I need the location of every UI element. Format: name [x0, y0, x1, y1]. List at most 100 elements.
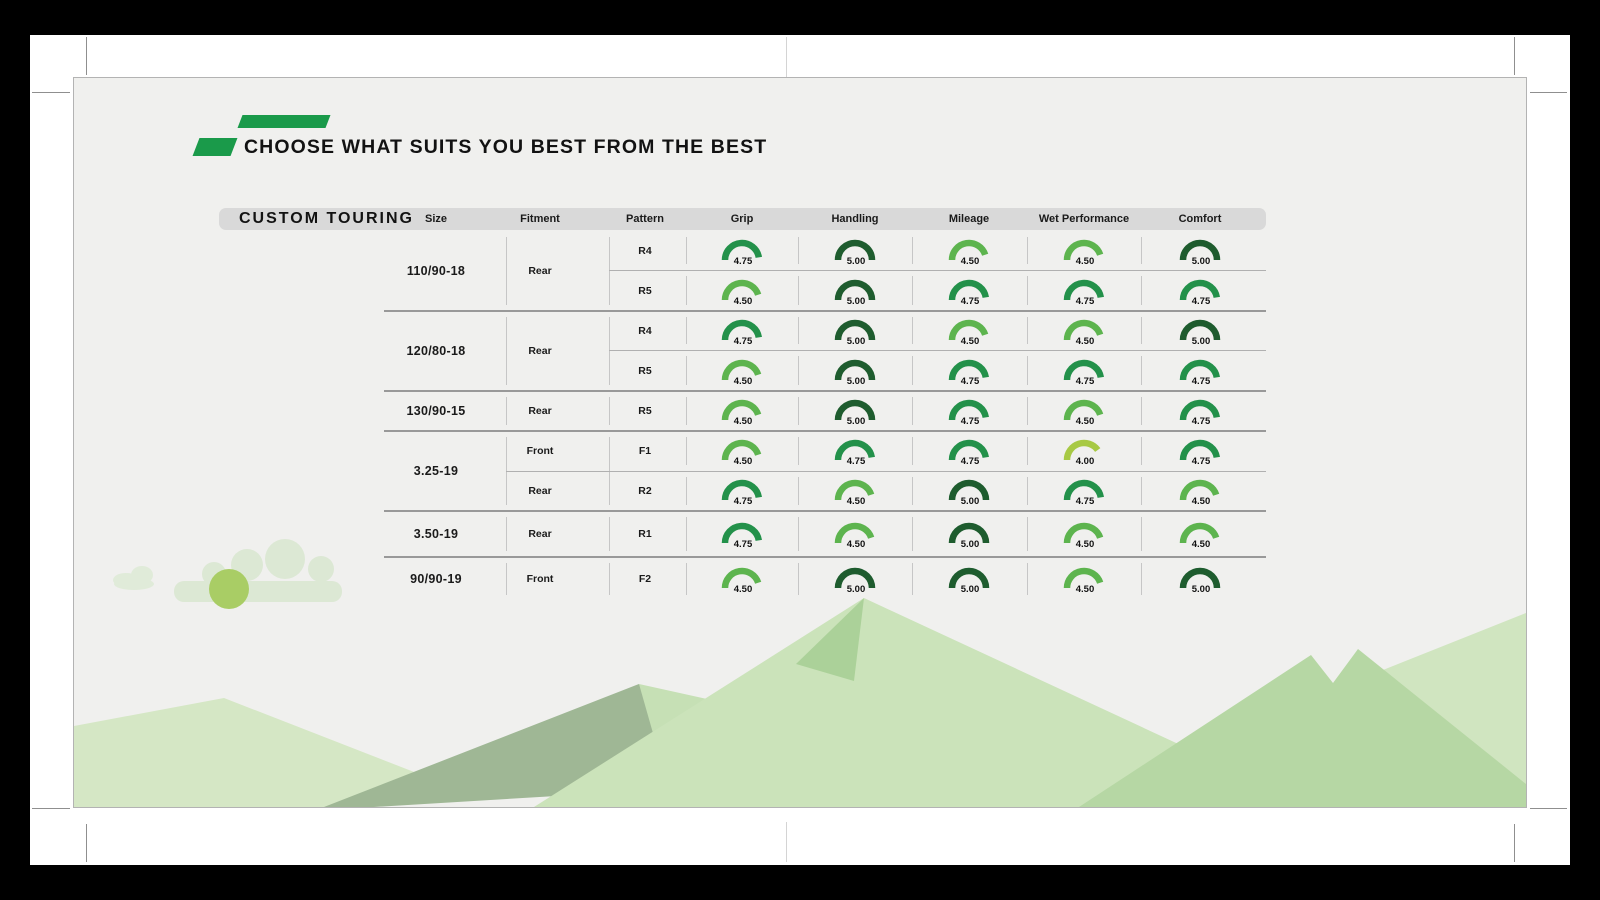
column-divider [1027, 397, 1028, 425]
gauge-handling: 5.00 [831, 395, 879, 427]
crop-mark [32, 92, 70, 93]
gauge-value: 4.75 [734, 496, 753, 506]
fitment-label: Front [526, 445, 554, 457]
gauge-value: 5.00 [847, 584, 866, 594]
gauge-comfort: 4.75 [1176, 435, 1224, 467]
brand-stripe-icon [237, 115, 331, 128]
column-divider [609, 237, 610, 305]
gauge-grip: 4.50 [718, 275, 766, 307]
column-divider [1141, 237, 1142, 264]
column-divider [1141, 517, 1142, 551]
gauge-arc-icon: 4.50 [721, 399, 762, 427]
column-header-comfort: Comfort [1178, 213, 1222, 225]
gauge-value: 5.00 [961, 584, 980, 594]
gauge-arc-icon: 4.50 [1063, 399, 1104, 427]
gauge-grip: 4.50 [718, 395, 766, 427]
gauge-mileage: 4.75 [945, 355, 993, 387]
column-divider [686, 437, 687, 465]
size-label: 90/90-19 [410, 572, 462, 586]
pattern-label: R5 [638, 284, 652, 297]
gauge-arc-icon: 5.00 [834, 319, 876, 347]
gauge-wet-performance: 4.75 [1060, 355, 1108, 387]
column-divider [686, 563, 687, 595]
column-divider [912, 437, 913, 465]
gauge-value: 4.50 [1192, 496, 1211, 506]
gauge-value: 4.50 [961, 336, 980, 346]
gauge-mileage: 4.75 [945, 435, 993, 467]
size-label: 3.50-19 [413, 527, 459, 541]
gauge-arc-icon: 5.00 [834, 359, 876, 387]
column-divider [1141, 356, 1142, 385]
column-divider [912, 517, 913, 551]
gauge-arc-icon: 4.75 [834, 439, 875, 467]
column-divider [686, 356, 687, 385]
gauge-arc-icon: 4.50 [1179, 522, 1220, 550]
gauge-arc-icon: 4.75 [1179, 439, 1220, 467]
crop-mark [786, 37, 787, 77]
brand-stripe-icon [192, 138, 238, 156]
gauge-wet-performance: 4.50 [1060, 563, 1108, 595]
group-separator [384, 310, 1266, 312]
column-header-size: Size [424, 213, 447, 225]
gauge-value: 4.50 [961, 256, 980, 266]
gauge-wet-performance: 4.00 [1060, 435, 1108, 467]
column-divider [912, 276, 913, 305]
column-divider [609, 517, 610, 551]
gauge-value: 4.75 [961, 456, 980, 466]
gauge-handling: 5.00 [831, 275, 879, 307]
gauge-value: 4.50 [1192, 539, 1211, 549]
crop-mark [32, 808, 70, 809]
gauge-value: 4.75 [734, 336, 753, 346]
column-divider [609, 317, 610, 385]
gauge-arc-icon: 4.75 [721, 239, 762, 267]
column-header-wet-performance: Wet Performance [1038, 213, 1130, 225]
gauge-value: 4.75 [734, 256, 753, 266]
column-divider [1027, 356, 1028, 385]
fitment-label: Rear [528, 265, 552, 277]
gauge-value: 4.75 [1192, 456, 1211, 466]
mountain-mid-shadow [324, 684, 734, 807]
group-separator [384, 430, 1266, 432]
pattern-label: R5 [638, 364, 652, 377]
gauge-arc-icon: 5.00 [948, 479, 990, 507]
column-divider [912, 563, 913, 595]
gauge-arc-icon: 4.75 [948, 279, 989, 307]
gauge-wet-performance: 4.50 [1060, 518, 1108, 550]
column-divider [506, 397, 507, 425]
column-divider [912, 317, 913, 344]
gauge-comfort: 5.00 [1176, 315, 1224, 347]
cloud-icon [113, 573, 139, 587]
crop-mark [1514, 37, 1515, 75]
gauge-value: 4.50 [1076, 256, 1095, 266]
gauge-arc-icon: 4.50 [1063, 567, 1104, 595]
gauge-arc-icon: 4.50 [1063, 319, 1104, 347]
gauge-value: 4.50 [734, 456, 753, 466]
gauge-value: 4.50 [734, 584, 753, 594]
gauge-mileage: 4.50 [945, 315, 993, 347]
column-divider [912, 356, 913, 385]
gauge-value: 4.50 [847, 496, 866, 506]
group-separator [384, 556, 1266, 558]
gauge-arc-icon: 4.75 [721, 522, 762, 550]
gauge-value: 4.50 [1076, 336, 1095, 346]
size-label: 120/80-18 [406, 344, 466, 358]
cloud-icon [174, 539, 342, 602]
gauge-arc-icon: 4.75 [1179, 359, 1220, 387]
gauge-grip: 4.75 [718, 235, 766, 267]
gauge-wet-performance: 4.50 [1060, 395, 1108, 427]
gauge-arc-icon: 5.00 [1179, 319, 1221, 347]
fitment-label: Rear [528, 528, 552, 540]
group-separator [384, 390, 1266, 392]
gauge-value: 4.75 [734, 539, 753, 549]
gauge-comfort: 5.00 [1176, 563, 1224, 595]
gauge-arc-icon: 4.75 [948, 399, 989, 427]
gauge-grip: 4.75 [718, 518, 766, 550]
gauge-value: 4.75 [1192, 416, 1211, 426]
column-divider [609, 397, 610, 425]
gauge-comfort: 4.50 [1176, 475, 1224, 507]
column-divider [1027, 317, 1028, 344]
mountain-left [74, 698, 504, 807]
gauge-arc-icon: 5.00 [1179, 239, 1221, 267]
gauge-arc-icon: 4.75 [1179, 399, 1220, 427]
gauge-comfort: 4.50 [1176, 518, 1224, 550]
